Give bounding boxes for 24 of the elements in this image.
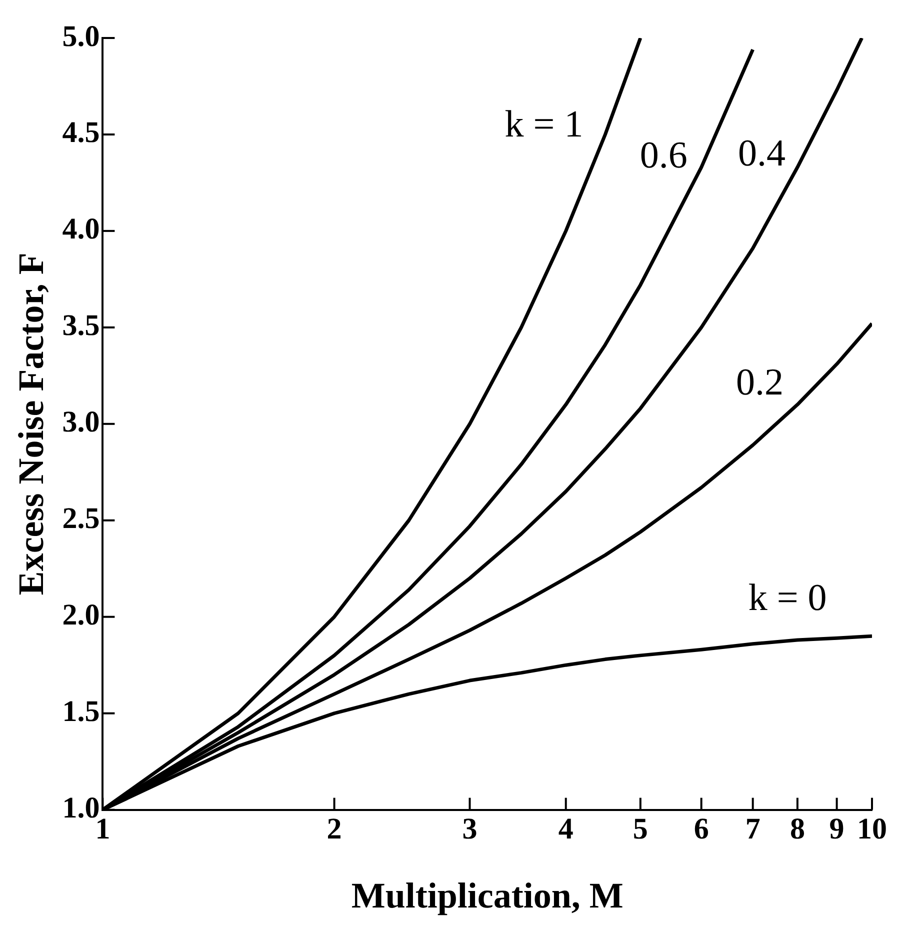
y-tick-label: 5.0 bbox=[62, 20, 100, 53]
y-tick-label: 2.5 bbox=[62, 502, 100, 536]
x-tick-label: 9 bbox=[829, 812, 844, 846]
x-tick-label: 8 bbox=[790, 812, 805, 846]
y-tick-label: 4.0 bbox=[62, 212, 100, 246]
x-tick-label: 6 bbox=[694, 812, 709, 846]
y-tick-label: 3.5 bbox=[62, 309, 100, 342]
y-tick-label: 1.5 bbox=[62, 695, 100, 728]
y-tick-label: 3.0 bbox=[62, 406, 100, 439]
series-label: 0.2 bbox=[736, 362, 784, 404]
series-label: k = 1 bbox=[504, 103, 584, 146]
y-tick-label: 4.5 bbox=[62, 116, 100, 150]
x-axis-title: Multiplication, M bbox=[351, 876, 624, 916]
series-label: k = 0 bbox=[748, 577, 827, 620]
y-axis-title: Excess Noise Factor, F bbox=[10, 252, 51, 596]
y-tick-label: 2.0 bbox=[62, 598, 100, 632]
series-label: 0.6 bbox=[640, 134, 688, 176]
series-label: 0.4 bbox=[738, 132, 786, 174]
x-tick-label: 10 bbox=[857, 812, 887, 846]
x-tick-label: 3 bbox=[462, 812, 478, 846]
x-tick-label: 2 bbox=[326, 812, 342, 846]
x-tick-label: 4 bbox=[558, 812, 574, 846]
x-tick-label: 5 bbox=[632, 812, 648, 846]
x-tick-label: 7 bbox=[745, 812, 760, 846]
